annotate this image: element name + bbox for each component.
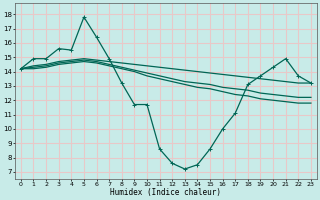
X-axis label: Humidex (Indice chaleur): Humidex (Indice chaleur) xyxy=(110,188,221,197)
